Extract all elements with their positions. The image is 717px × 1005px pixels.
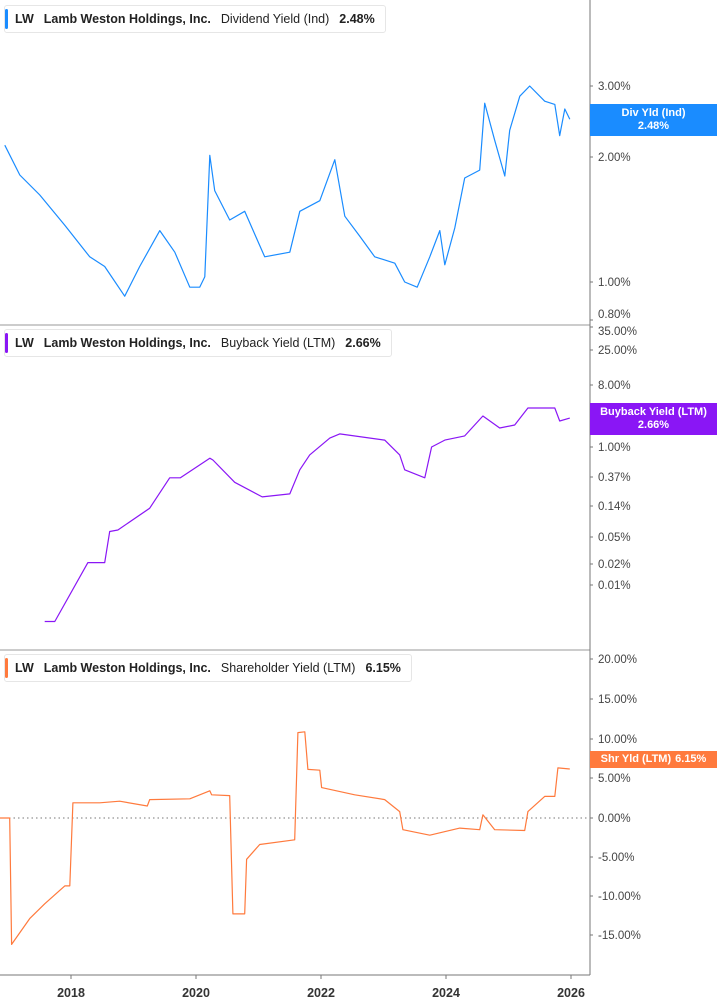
y-tick-label: 0.80%	[598, 309, 631, 321]
legend-color-bar	[5, 658, 8, 678]
y-tick-label: -15.00%	[598, 930, 641, 942]
tag-label: Buyback Yield (LTM)	[600, 406, 707, 418]
legend-metric: Buyback Yield (LTM)	[220, 336, 336, 350]
x-tick-label: 2026	[557, 986, 585, 1000]
legend-color-bar	[5, 333, 8, 353]
legend-company: Lamb Weston Holdings, Inc.	[43, 336, 211, 350]
y-tick-label: 3.00%	[598, 81, 631, 93]
y-tick-label: 0.14%	[598, 501, 631, 513]
legend-ticker: LW	[15, 661, 34, 675]
legend-value: 2.48%	[339, 12, 375, 26]
legend-metric: Dividend Yield (Ind)	[220, 12, 330, 26]
tag-value: 6.15%	[675, 753, 707, 765]
series-line-2	[0, 731, 570, 945]
legend-color-bar	[5, 9, 8, 29]
legend-ticker: LW	[15, 336, 34, 350]
y-tick-label: 20.00%	[598, 654, 637, 666]
y-tick-label: 0.37%	[598, 472, 631, 484]
tag-value: 2.48%	[637, 120, 670, 132]
legend-dividend-yield[interactable]: LW Lamb Weston Holdings, Inc. Dividend Y…	[4, 5, 386, 33]
price-tag-shareholder-yield: Shr Yld (LTM) 6.15%	[590, 751, 717, 768]
y-tick-label: 0.05%	[598, 532, 631, 544]
y-tick-label: 8.00%	[598, 380, 631, 392]
x-tick-label: 2020	[182, 986, 210, 1000]
series-line-1	[44, 407, 570, 623]
tag-label: Div Yld (Ind)	[621, 107, 686, 119]
series-line-0	[4, 85, 571, 297]
tag-value: 2.66%	[637, 419, 670, 431]
y-tick-label: 0.01%	[598, 580, 631, 592]
y-tick-label: 15.00%	[598, 694, 637, 706]
y-tick-label: 2.00%	[598, 152, 631, 164]
y-tick-label: 1.00%	[598, 277, 631, 289]
x-tick-label: 2022	[307, 986, 335, 1000]
y-tick-label: 35.00%	[598, 326, 637, 338]
y-tick-label: 10.00%	[598, 734, 637, 746]
x-tick-label: 2018	[57, 986, 85, 1000]
legend-ticker: LW	[15, 12, 34, 26]
tag-label: Shr Yld (LTM)	[600, 753, 672, 765]
legend-company: Lamb Weston Holdings, Inc.	[43, 661, 211, 675]
price-tag-buyback-yield: Buyback Yield (LTM) 2.66%	[590, 403, 717, 435]
price-tag-dividend-yield: Div Yld (Ind) 2.48%	[590, 104, 717, 136]
legend-company: Lamb Weston Holdings, Inc.	[43, 12, 211, 26]
y-tick-label: 1.00%	[598, 442, 631, 454]
legend-value: 6.15%	[365, 661, 401, 675]
y-tick-label: 0.00%	[598, 813, 631, 825]
y-tick-label: 5.00%	[598, 773, 631, 785]
legend-value: 2.66%	[345, 336, 381, 350]
legend-shareholder-yield[interactable]: LW Lamb Weston Holdings, Inc. Shareholde…	[4, 654, 412, 682]
y-tick-label: 0.02%	[598, 559, 631, 571]
x-tick-label: 2024	[432, 986, 460, 1000]
y-tick-label: 25.00%	[598, 345, 637, 357]
legend-metric: Shareholder Yield (LTM)	[220, 661, 356, 675]
y-tick-label: -5.00%	[598, 852, 634, 864]
y-tick-label: -10.00%	[598, 891, 641, 903]
legend-buyback-yield[interactable]: LW Lamb Weston Holdings, Inc. Buyback Yi…	[4, 329, 392, 357]
